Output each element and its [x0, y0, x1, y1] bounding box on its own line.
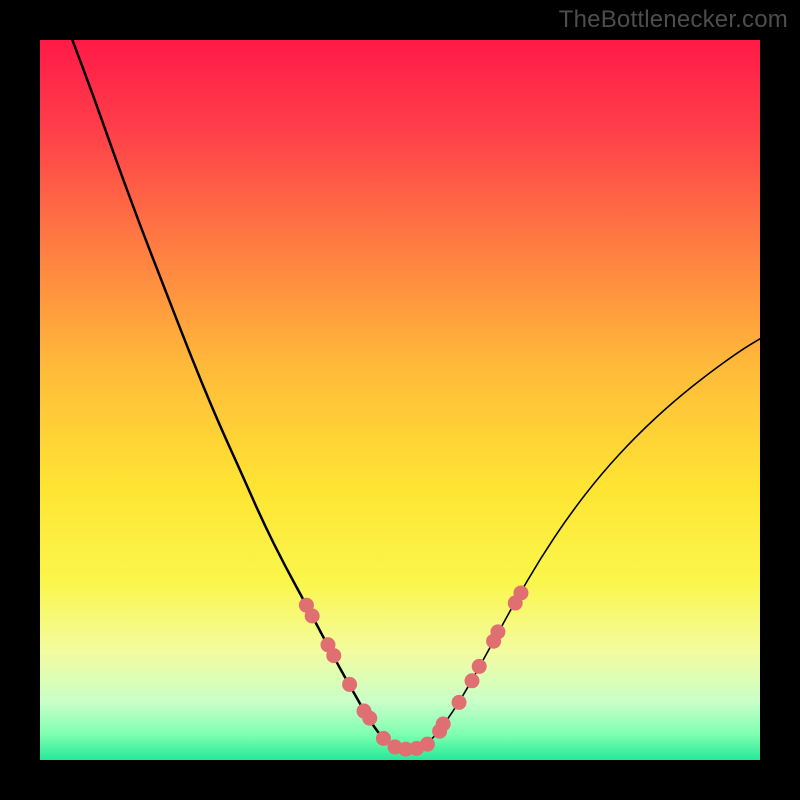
- marker-point: [342, 677, 357, 692]
- marker-point: [326, 648, 341, 663]
- marker-point: [513, 585, 528, 600]
- marker-point: [305, 609, 320, 624]
- watermark-text: TheBottlenecker.com: [559, 6, 788, 34]
- marker-point: [490, 624, 505, 639]
- plot-svg: [40, 40, 760, 760]
- plot-area: [40, 40, 760, 760]
- marker-point: [420, 737, 435, 752]
- marker-point: [436, 717, 451, 732]
- marker-point: [452, 695, 467, 710]
- marker-point: [472, 659, 487, 674]
- curve-left: [72, 40, 410, 749]
- marker-point: [362, 711, 377, 726]
- marker-point: [465, 673, 480, 688]
- curve-right: [411, 339, 760, 749]
